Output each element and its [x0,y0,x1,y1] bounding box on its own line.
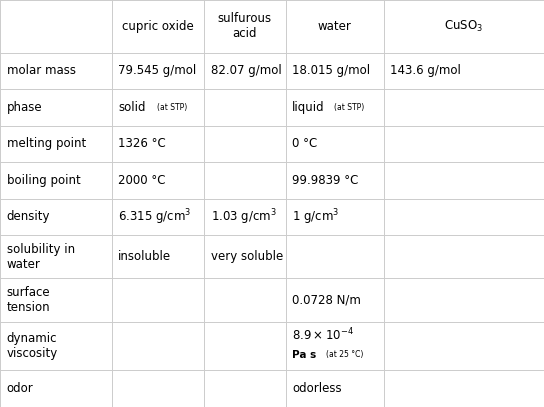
Text: odor: odor [7,382,33,395]
Text: boiling point: boiling point [7,174,81,187]
Text: 82.07 g/mol: 82.07 g/mol [211,64,281,77]
Text: melting point: melting point [7,137,86,150]
Text: 6.315 g/cm$^3$: 6.315 g/cm$^3$ [118,207,191,227]
Text: dynamic
viscosity: dynamic viscosity [7,332,58,360]
Text: 1 g/cm$^3$: 1 g/cm$^3$ [292,207,339,227]
Text: very soluble: very soluble [211,250,283,263]
Text: cupric oxide: cupric oxide [122,20,194,33]
Text: density: density [7,210,50,223]
Text: (at STP): (at STP) [157,103,188,112]
Text: liquid: liquid [292,101,325,114]
Text: 0 °C: 0 °C [292,137,317,150]
Text: odorless: odorless [292,382,342,395]
Text: sulfurous
acid: sulfurous acid [218,12,272,40]
Text: molar mass: molar mass [7,64,76,77]
Text: CuSO$_3$: CuSO$_3$ [444,19,483,34]
Text: (at 25 °C): (at 25 °C) [326,350,363,359]
Text: 1326 °C: 1326 °C [118,137,166,150]
Text: surface
tension: surface tension [7,286,50,314]
Text: insoluble: insoluble [118,250,171,263]
Text: solubility in
water: solubility in water [7,243,75,271]
Text: 79.545 g/mol: 79.545 g/mol [118,64,196,77]
Text: 99.9839 °C: 99.9839 °C [292,174,358,187]
Text: solid: solid [118,101,146,114]
Text: (at STP): (at STP) [334,103,364,112]
Text: 18.015 g/mol: 18.015 g/mol [292,64,370,77]
Text: $8.9\times10^{-4}$: $8.9\times10^{-4}$ [292,326,354,343]
Text: 2000 °C: 2000 °C [118,174,165,187]
Text: 1.03 g/cm$^3$: 1.03 g/cm$^3$ [211,207,276,227]
Text: 0.0728 N/m: 0.0728 N/m [292,293,361,306]
Text: phase: phase [7,101,42,114]
Text: Pa s: Pa s [292,350,317,360]
Text: water: water [318,20,351,33]
Text: 143.6 g/mol: 143.6 g/mol [390,64,461,77]
